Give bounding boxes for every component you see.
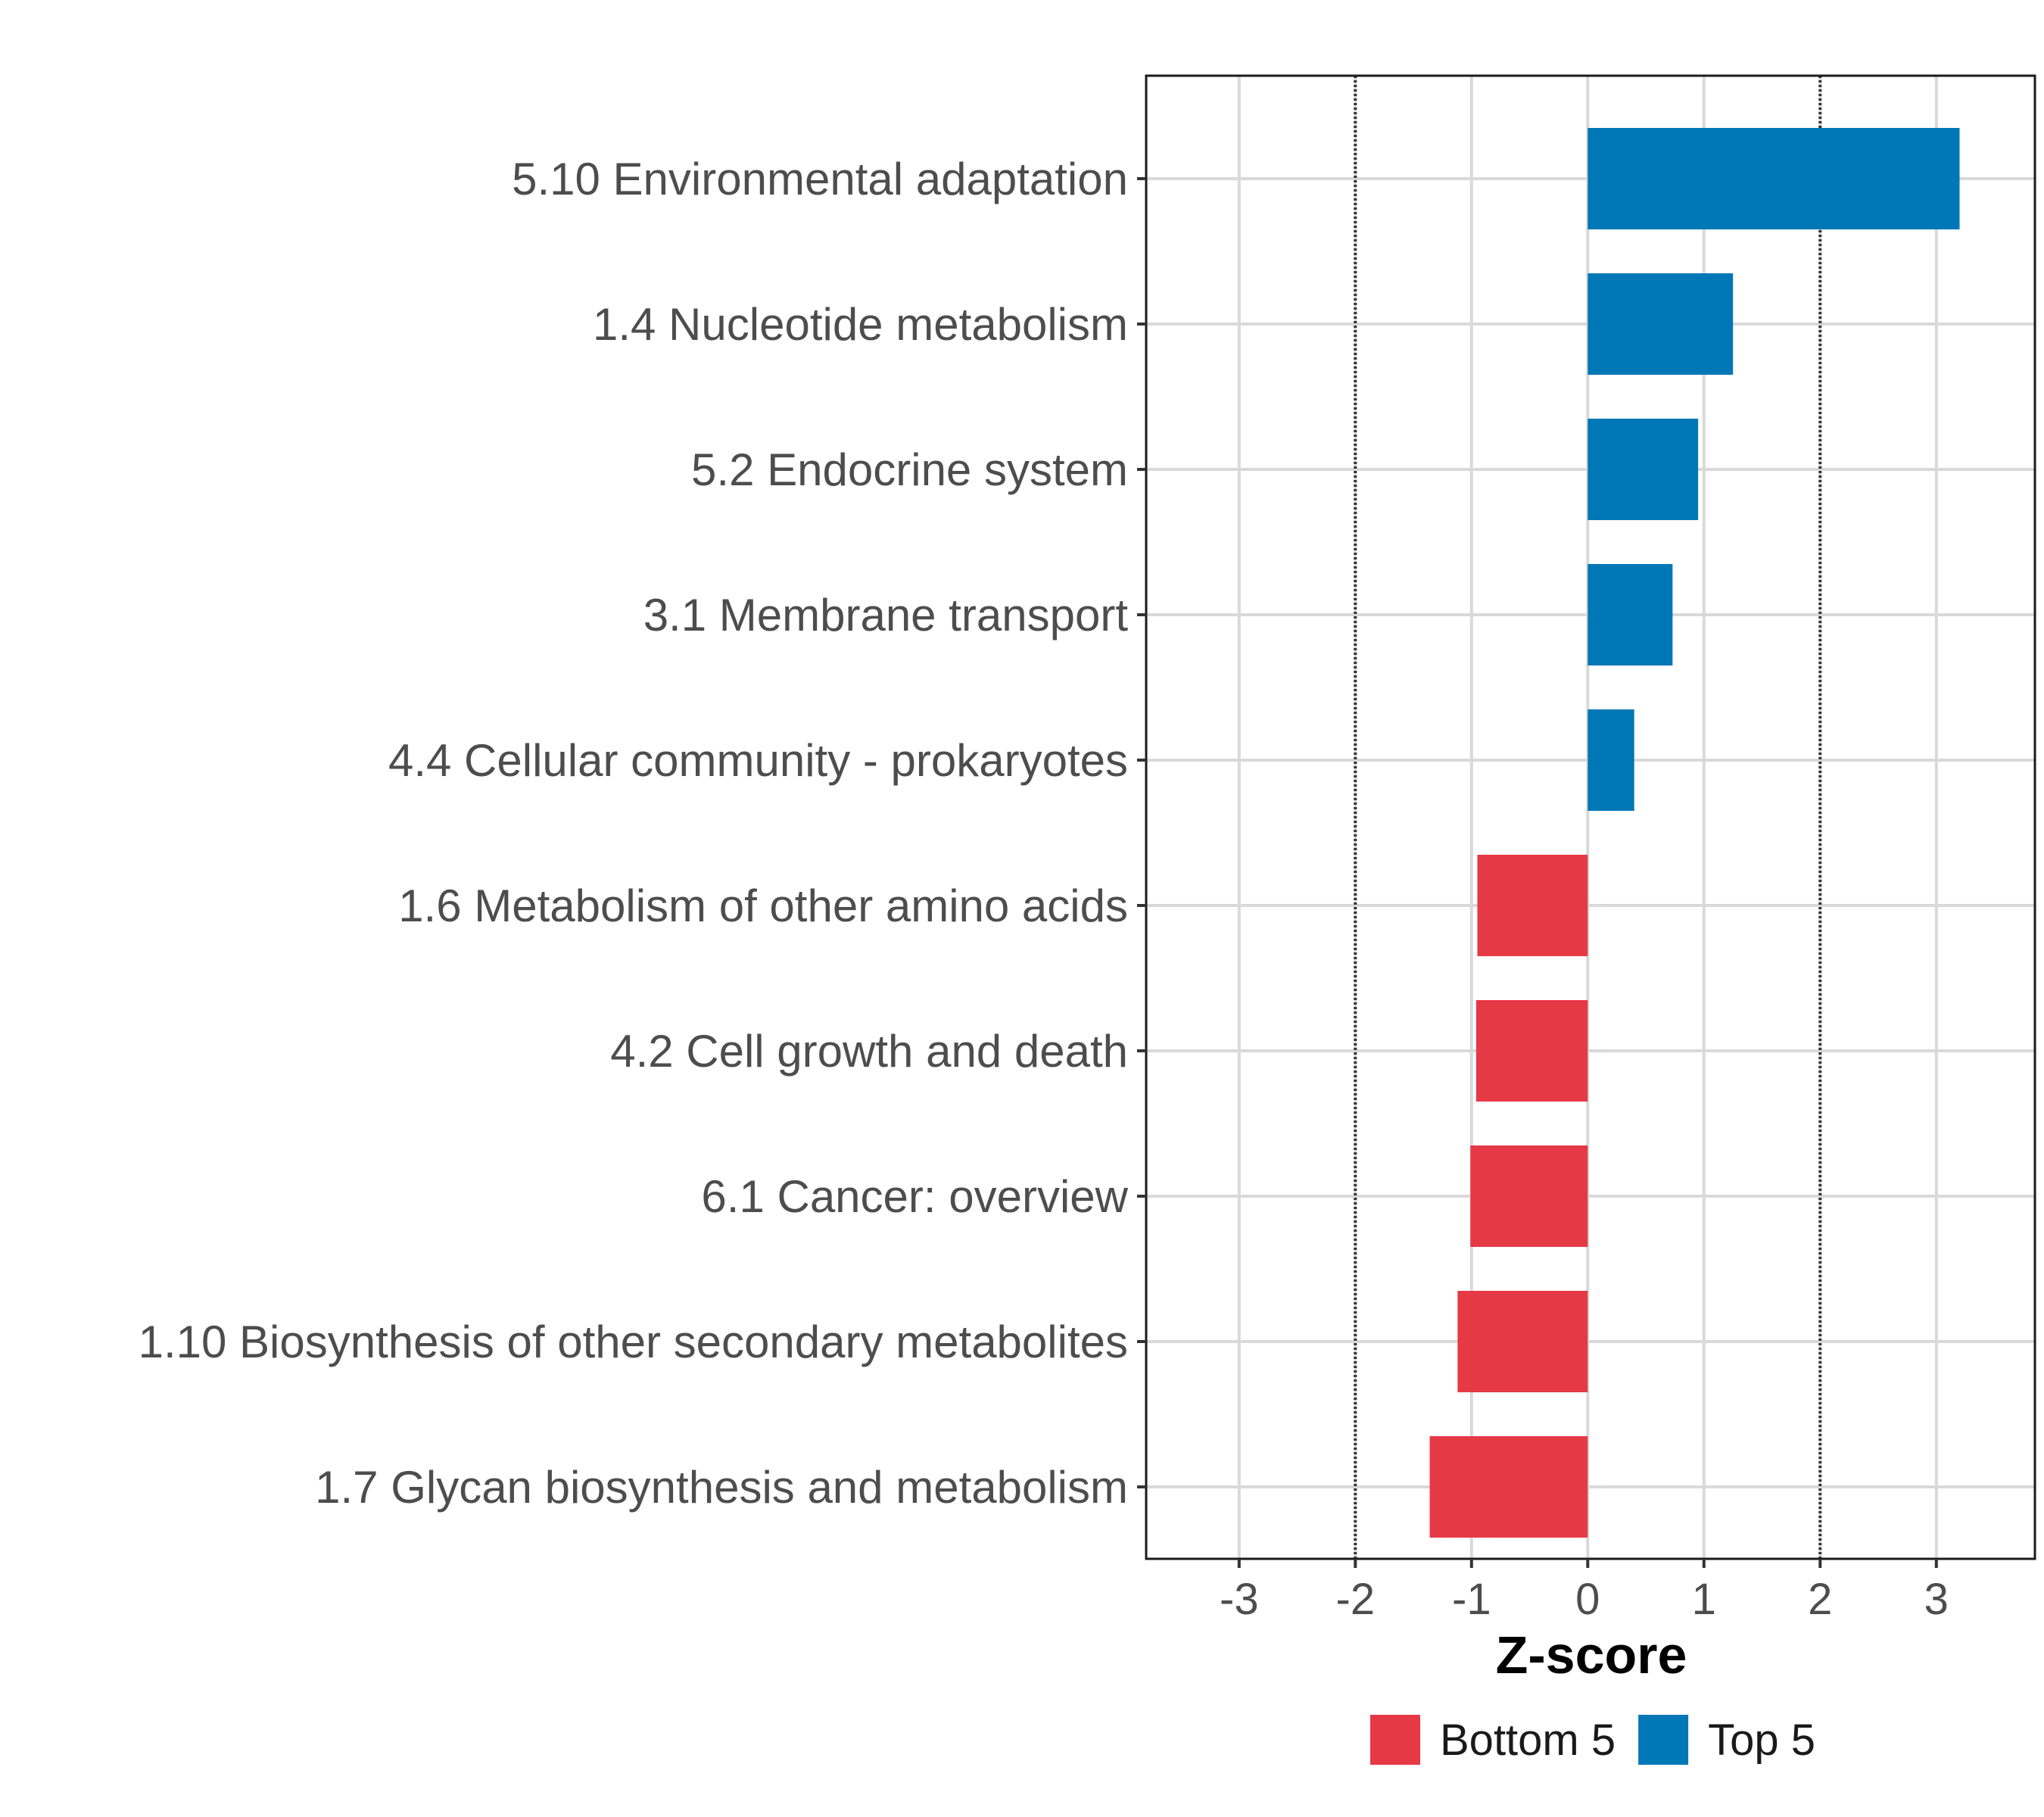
category-label: 4.4 Cellular community - prokaryotes bbox=[388, 735, 1128, 786]
category-label: 5.2 Endocrine system bbox=[691, 444, 1128, 495]
bar bbox=[1588, 564, 1673, 665]
x-axis-title: Z-score bbox=[1496, 1625, 1687, 1685]
category-label: 1.6 Metabolism of other amino acids bbox=[398, 880, 1128, 931]
category-label: 6.1 Cancer: overview bbox=[701, 1171, 1128, 1222]
legend: Bottom 5 Top 5 bbox=[1370, 1715, 1815, 1765]
bar bbox=[1588, 709, 1634, 811]
x-tick-label: -3 bbox=[1220, 1575, 1259, 1624]
bar bbox=[1470, 1145, 1588, 1247]
bar bbox=[1477, 855, 1588, 956]
category-label: 4.2 Cell growth and death bbox=[610, 1026, 1128, 1077]
x-tick-label: -2 bbox=[1336, 1575, 1376, 1624]
plot-panel-border bbox=[1145, 74, 2036, 1560]
x-tick-label: 2 bbox=[1808, 1575, 1832, 1624]
bar bbox=[1588, 419, 1699, 520]
category-label: 3.1 Membrane transport bbox=[643, 590, 1129, 640]
legend-label: Bottom 5 bbox=[1440, 1716, 1616, 1765]
category-label: 1.10 Biosynthesis of other secondary met… bbox=[139, 1317, 1128, 1367]
bars bbox=[1429, 128, 1960, 1538]
x-tick-label: 3 bbox=[1924, 1575, 1949, 1624]
bar bbox=[1457, 1291, 1588, 1392]
x-tick-label: -1 bbox=[1452, 1575, 1491, 1624]
x-tick-label: 0 bbox=[1575, 1575, 1600, 1624]
category-label: 1.7 Glycan biosynthesis and metabolism bbox=[315, 1462, 1128, 1513]
y-axis: 5.10 Environmental adaptation 1.4 Nucleot… bbox=[139, 154, 1146, 1513]
bar bbox=[1475, 1000, 1588, 1102]
bar bbox=[1429, 1436, 1588, 1538]
legend-swatch bbox=[1370, 1715, 1420, 1765]
bar bbox=[1588, 128, 1960, 229]
x-tick-label: 1 bbox=[1692, 1575, 1716, 1624]
legend-swatch bbox=[1638, 1715, 1689, 1765]
legend-label: Top 5 bbox=[1708, 1716, 1815, 1765]
bar bbox=[1588, 273, 1734, 375]
category-label: 1.4 Nucleotide metabolism bbox=[593, 299, 1128, 350]
x-axis: -3 -2 -1 0 1 2 3 bbox=[1220, 1559, 1949, 1624]
reference-lines bbox=[1354, 76, 1822, 1559]
category-label: 5.10 Environmental adaptation bbox=[512, 154, 1128, 204]
